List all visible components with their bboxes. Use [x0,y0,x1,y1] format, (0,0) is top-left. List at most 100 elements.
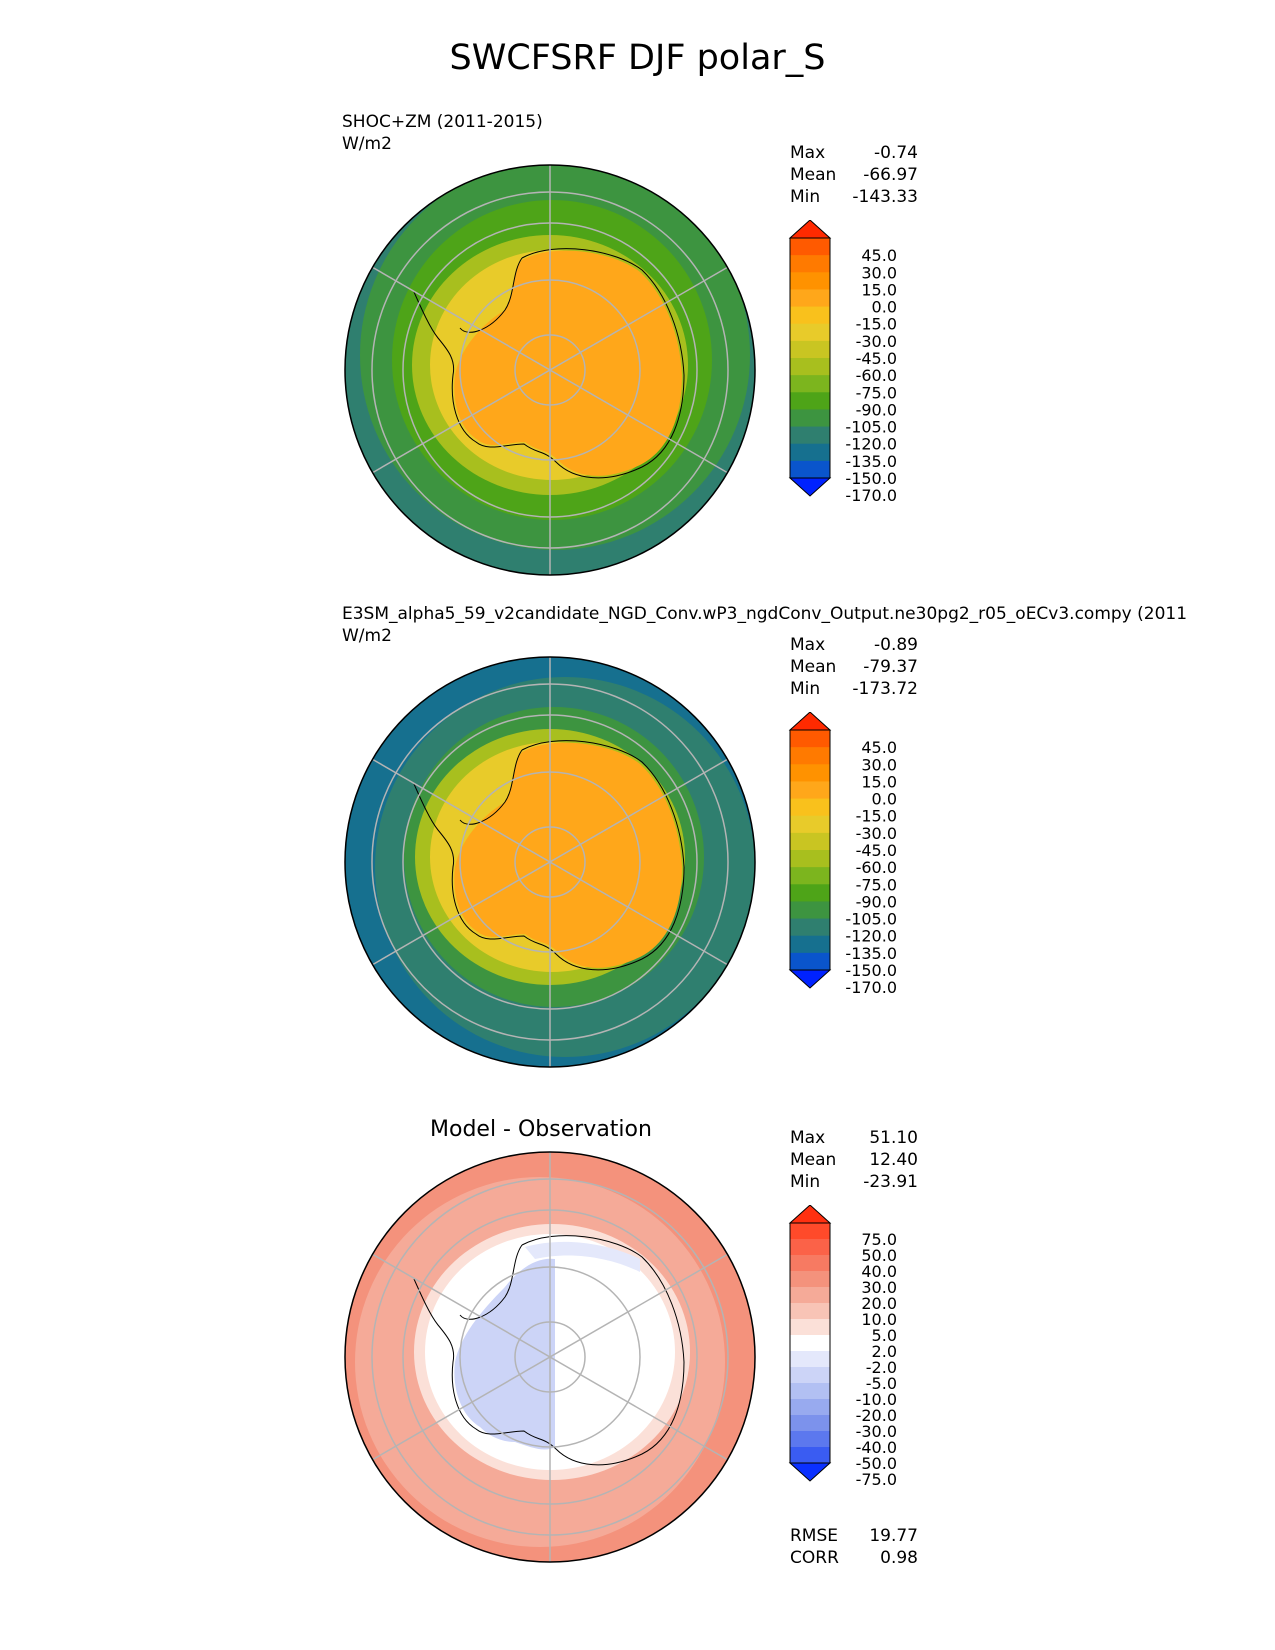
panel3-stat-max: Max 51.10 [790,1128,918,1148]
panel1-coastline [413,248,685,479]
colorbar-tick-label: -120.0 [845,435,897,454]
colorbar-swatch [790,323,830,342]
colorbar-tick-label: -60.0 [856,858,897,877]
colorbar-swatch [790,392,830,410]
colorbar-swatch [790,1223,830,1240]
colorbar-swatch [790,952,830,971]
panel1-graticule [371,165,729,575]
panel3-stat-min: Min -23.91 [790,1172,918,1192]
colorbar-swatch [790,426,830,445]
panel3-field-blue [454,1258,555,1450]
colorbar-tick-label: 50.0 [861,1246,897,1265]
colorbar-swatch [790,340,830,359]
colorbar-swatch [790,730,830,748]
panel3-colorbar: 75.050.040.030.020.010.05.02.0-2.0-5.0-1… [788,1205,897,1489]
colorbar-tick-label: 2.0 [872,1342,897,1361]
colorbar-tick-label: -90.0 [856,400,897,419]
colorbar-swatch [790,375,830,393]
colorbar-swatch [790,443,830,462]
colorbar-swatch [790,1255,830,1272]
colorbar-tick-label: -150.0 [845,469,897,488]
colorbar-tick-label: -45.0 [856,349,897,368]
colorbar-tick-label: -40.0 [856,1438,897,1457]
colorbar-tick-label: -10.0 [856,1390,897,1409]
colorbar-swatch [790,1271,830,1288]
colorbar-tick-label: -20.0 [856,1406,897,1425]
colorbar-tick-label: 40.0 [861,1262,897,1281]
colorbar-tick-label: -105.0 [845,418,897,437]
colorbar-tick-label: -30.0 [856,1422,897,1441]
colorbar-extend-max [788,220,832,239]
colorbar-swatch [790,255,830,273]
colorbar-swatch [790,1415,830,1432]
panel2-title: E3SM_alpha5_59_v2candidate_NGD_Conv.wP3_… [342,603,1187,647]
colorbar-swatch [790,832,830,851]
colorbar-tick-label: 30.0 [861,263,897,282]
colorbar-tick-label: 20.0 [861,1294,897,1313]
colorbar-tick-label: -75.0 [856,875,897,894]
colorbar-tick-label: -15.0 [856,315,897,334]
colorbar-tick-label: 45.0 [861,738,897,757]
panel2-stat-max: Max -0.89 [790,635,918,655]
colorbar-tick-label: -170.0 [845,486,897,505]
panel2-units: W/m2 [342,626,392,646]
panel1-units: W/m2 [342,134,392,154]
panel2-coastline [413,740,685,971]
colorbar-tick-label: -135.0 [845,944,897,963]
colorbar-tick-label: -50.0 [856,1454,897,1473]
colorbar-swatch [790,272,830,290]
colorbar-tick-label: 15.0 [861,280,897,299]
colorbar-tick-label: -170.0 [845,978,897,997]
colorbar-swatch [790,1399,830,1416]
colorbar-tick-label: -30.0 [856,824,897,843]
panel1-colorbar: 45.030.015.00.0-15.0-30.0-45.0-60.0-75.0… [788,220,897,505]
colorbar-swatch [790,460,830,479]
colorbar-tick-label: -105.0 [845,910,897,929]
colorbar-tick-label: -135.0 [845,452,897,471]
colorbar-tick-label: -30.0 [856,332,897,351]
figure-title: SWCFSRF DJF polar_S [449,38,826,78]
panel1-map [344,164,756,576]
colorbar-swatch [790,1239,830,1256]
colorbar-swatch [790,781,830,800]
panel3-graticule [371,1152,729,1562]
colorbar-tick-label: -120.0 [845,927,897,946]
colorbar-tick-label: 75.0 [861,1230,897,1249]
colorbar-swatch [790,409,830,428]
colorbar-tick-label: 15.0 [861,772,897,791]
colorbar-tick-label: 45.0 [861,246,897,265]
colorbar-swatch [790,935,830,954]
colorbar-swatch [790,1287,830,1304]
colorbar-frame [789,1222,831,1464]
colorbar-tick-label: 0.0 [872,298,897,317]
colorbar-extend-min [788,477,832,497]
colorbar-swatch [790,306,830,325]
panel1-stat-max: Max -0.74 [790,143,918,163]
colorbar-extend-max [788,1205,832,1224]
panel2-graticule [371,657,729,1067]
colorbar-tick-label: 30.0 [861,755,897,774]
panel3-map [344,1151,756,1563]
panel1-stat-mean: Mean -66.97 [790,165,918,185]
colorbar-swatch [790,884,830,902]
colorbar-swatch [790,1303,830,1320]
colorbar-frame [789,237,831,479]
panel1-stat-min: Min -143.33 [790,187,918,207]
colorbar-tick-label: -60.0 [856,366,897,385]
colorbar-tick-label: -15.0 [856,807,897,826]
colorbar-swatch [790,1431,830,1448]
colorbar-swatch [790,238,830,256]
colorbar-swatch [790,1447,830,1464]
colorbar-swatch [790,798,830,817]
colorbar-extend-min [788,1462,832,1482]
colorbar-extend-min [788,969,832,989]
colorbar-swatch [790,747,830,765]
colorbar-tick-label: -45.0 [856,841,897,860]
panel3-field-blue2 [525,1241,640,1272]
panel3-coastline [413,1235,685,1466]
colorbar-tick-label: -75.0 [856,383,897,402]
colorbar-extend-max [788,712,832,731]
colorbar-swatch [790,1367,830,1384]
colorbar-tick-label: -150.0 [845,961,897,980]
colorbar-tick-label: -5.0 [866,1374,897,1393]
